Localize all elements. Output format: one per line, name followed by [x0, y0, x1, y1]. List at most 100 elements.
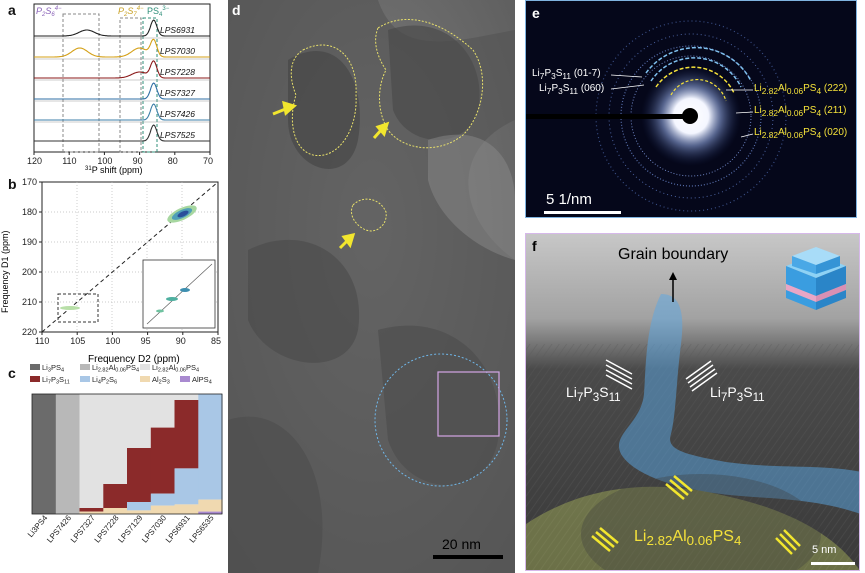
legend-label: Li4 P2 S6	[92, 375, 117, 386]
y-tick-label: 220	[22, 327, 37, 337]
phase-label-bottom: Li2.82Al0.06PS4	[634, 528, 742, 549]
legend-label: Li2.82 Al0.06 PS4	[152, 363, 199, 374]
spectrum-trace	[34, 38, 210, 58]
spectrum-trace	[34, 82, 210, 100]
hrtem-region-box	[437, 371, 500, 437]
legend-label: Li2.82 Al0.06 PS4	[92, 363, 139, 374]
x-tick-label: LPS6535	[188, 513, 216, 544]
bar-segment	[55, 394, 81, 514]
scale-bar	[811, 562, 855, 565]
x-tick-label: 100	[105, 336, 120, 346]
scale-bar-label: 5 1/nm	[546, 191, 592, 208]
bar-segment	[198, 511, 223, 514]
x-tick-label: 80	[168, 156, 178, 166]
particle-outline-3	[351, 198, 387, 232]
ring-arc-blue	[645, 46, 752, 82]
panel-d-tem-image: d 20 nm	[228, 0, 515, 573]
bar-segment	[150, 427, 176, 494]
panel-a-xlabel: 31P shift (ppm)	[85, 165, 143, 175]
bar-segment	[79, 511, 104, 514]
sample-label: LPS6931	[160, 25, 195, 35]
analysis-region-circle	[374, 353, 508, 487]
panel-label-a: a	[8, 2, 16, 18]
legend-label: Li7 P3 S11	[42, 375, 70, 386]
panel-b-xlabel: Frequency D2 (ppm)	[88, 354, 180, 365]
legend-label: AlPS4	[192, 375, 212, 386]
ring-arc-yellow	[655, 66, 735, 94]
sample-label: LPS7426	[160, 109, 195, 119]
legend-swatch	[30, 364, 40, 370]
x-tick-label: 110	[35, 336, 49, 346]
panel-label-f: f	[532, 238, 537, 254]
bar-segment	[174, 400, 199, 469]
legend-swatch	[80, 376, 90, 382]
p2s7-region-box	[119, 17, 142, 153]
panel-b-ylabel: Frequency D1 (ppm)	[0, 230, 10, 313]
legend-swatch	[30, 376, 40, 382]
scale-bar	[433, 555, 503, 559]
phase-label-left: Li7P3S11	[566, 384, 621, 404]
ps4-region-box	[142, 17, 158, 153]
x-tick-label: 90	[133, 156, 143, 166]
x-tick-label: 70	[203, 156, 213, 166]
grain-boundary-label: Grain boundary	[618, 246, 729, 263]
ring-label-right-1: Li2.82Al0.06PS4 (222)	[754, 83, 848, 96]
fringe-marker-left	[605, 359, 633, 390]
spectrum-trace	[34, 19, 210, 37]
panel-label-c: c	[8, 365, 16, 381]
bar-segment	[127, 394, 152, 448]
legend-label: Al2 S3	[152, 375, 170, 386]
panel-f-hrtem-image: f Grain boundary Li7P3S11 Li7P3S11 Li2.8…	[525, 233, 860, 571]
spectrum-trace	[34, 103, 210, 121]
grain-boundary-region	[619, 294, 859, 514]
fringe-marker-right	[685, 360, 718, 392]
spectrum-trace	[34, 124, 210, 142]
sample-label: LPS7228	[160, 67, 195, 77]
bar-segment	[127, 510, 152, 514]
panel-e-saed-pattern: e Li7P3S11 (01-7) Li7P3S11 (060) Li2.82A…	[525, 0, 857, 218]
ring-label-left-1: Li7P3S11 (01-7)	[532, 68, 601, 81]
legend-swatch	[140, 376, 150, 382]
correlation-peak-main	[167, 205, 197, 223]
y-tick-label: 200	[22, 267, 37, 277]
beam-stop	[526, 114, 686, 119]
scale-bar	[544, 211, 621, 214]
panel-c-phase-fraction: Li3 PS4 Li2.82 Al0.06 PS4 Li2.82 Al0.06 …	[26, 363, 223, 545]
arrow-up-icon	[669, 272, 677, 302]
y-tick-label: 190	[22, 237, 37, 247]
x-tick-label: 120	[27, 156, 42, 166]
x-tick-label: 100	[97, 156, 112, 166]
ring-label-left-2: Li7P3S11 (060)	[539, 83, 605, 96]
species-label-ps4: PS43−	[147, 6, 170, 18]
legend-swatch	[140, 364, 150, 370]
bar-segment	[127, 448, 152, 502]
phase-label-right: Li7P3S11	[710, 384, 765, 404]
species-label-p2s7: P2S74−	[118, 6, 144, 18]
p2s6-region-box	[62, 13, 100, 153]
species-label-p2s6: P2S64−	[36, 6, 62, 18]
particle-outline-1	[290, 44, 357, 156]
zoom-box	[57, 293, 99, 323]
x-tick-label: Li3PS4	[26, 513, 50, 539]
bar-segment	[103, 394, 128, 484]
arrow-icon	[272, 100, 298, 116]
y-tick-label: 210	[22, 297, 37, 307]
arrow-icon	[338, 232, 356, 250]
y-tick-label: 170	[22, 177, 37, 187]
fringe-marker-yellow	[665, 475, 693, 500]
bar-segment	[174, 468, 199, 505]
bar-segment	[150, 505, 176, 514]
sample-label: LPS7525	[160, 130, 195, 140]
bar-segment	[79, 508, 104, 512]
sample-label: LPS7030	[160, 46, 195, 56]
panel-label-b: b	[8, 176, 17, 192]
bar-segment	[103, 508, 128, 514]
x-tick-label: 110	[62, 156, 76, 166]
legend-label: Li3 PS4	[42, 363, 64, 374]
bar-segment	[127, 502, 152, 511]
correlation-peak-weak	[60, 306, 80, 310]
bar-segment	[103, 484, 128, 508]
panel-label-d: d	[232, 2, 241, 18]
particle-outline-2	[375, 18, 484, 149]
bar-segment	[150, 493, 176, 506]
